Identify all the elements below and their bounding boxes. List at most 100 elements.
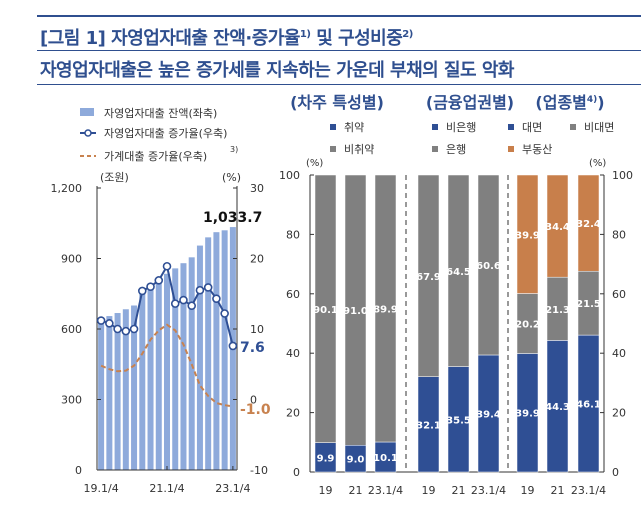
stack-segment-부동산 xyxy=(577,174,600,272)
group-title-sup: 4) xyxy=(587,95,597,105)
stack-x-tick-label: 23.1/4 xyxy=(471,484,506,497)
stack-right-tick-label: 80 xyxy=(612,228,626,241)
rate-point xyxy=(154,276,164,285)
legend-swatch-대면 xyxy=(508,124,514,130)
bar-balance xyxy=(188,257,195,470)
segment-value-label: 90.1 xyxy=(313,305,338,316)
rate-point xyxy=(195,285,205,295)
bar-balance xyxy=(196,245,203,470)
bar-balance xyxy=(221,230,228,470)
bar-balance xyxy=(164,273,170,470)
balance-last-label: 1,033.7 xyxy=(203,210,262,226)
bar-balance xyxy=(139,292,146,470)
rate-point xyxy=(179,295,188,305)
stack-x-tick-label: 19 xyxy=(319,484,333,497)
rate-point xyxy=(113,324,122,334)
segment-value-label: 44.3 xyxy=(545,402,570,413)
group-title-end: ) xyxy=(597,93,604,112)
legend-swatch-은행 xyxy=(432,146,438,152)
segment-value-label: 60.6 xyxy=(476,261,501,272)
legend-sup: 3) xyxy=(230,145,238,154)
right-axis-unit: (%) xyxy=(222,171,241,184)
legend-label: 은행 xyxy=(446,143,466,156)
rate-point xyxy=(228,341,238,351)
segment-value-label: 46.1 xyxy=(576,400,601,411)
stack-right-tick-label: 100 xyxy=(612,169,633,182)
stack-segment-은행 xyxy=(477,174,500,356)
segment-value-label: 35.5 xyxy=(446,415,471,426)
segment-value-label: 34.4 xyxy=(545,222,570,233)
bar-balance xyxy=(147,286,154,470)
x-tick-label: 19.1/4 xyxy=(84,482,119,495)
legend-label-household: 가계대출 증가율(우축) xyxy=(104,150,207,163)
legend-label: 비대면 xyxy=(584,121,614,134)
stack-x-tick-label: 19 xyxy=(521,484,535,497)
stack-right-tick-label: 0 xyxy=(612,466,619,479)
stack-right-tick-label: 20 xyxy=(612,407,626,420)
stack-left-tick-label: 20 xyxy=(286,407,300,420)
stack-left-tick-label: 60 xyxy=(286,288,300,301)
bar-balance xyxy=(205,237,212,470)
right-tick-label: 10 xyxy=(250,323,264,336)
figure-subtitle: 자영업자대출은 높은 증가세를 지속하는 가운데 부채의 질도 악화 xyxy=(40,60,514,81)
legend-swatch-비대면 xyxy=(570,124,576,130)
rate-point xyxy=(220,309,229,318)
left-axis-unit: (조원) xyxy=(100,171,129,184)
stack-x-tick-label: 23.1/4 xyxy=(368,484,403,497)
subtitle-rule xyxy=(37,84,641,85)
stack-segment-비취약 xyxy=(374,174,397,443)
stack-x-tick-label: 19 xyxy=(422,484,436,497)
legend-label-balance: 자영업자대출 잔액(좌축) xyxy=(104,107,217,120)
bar-balance xyxy=(114,313,121,470)
rate-point xyxy=(105,319,114,328)
rate-point xyxy=(170,299,180,308)
stack-x-tick-label: 21 xyxy=(349,484,363,497)
segment-value-label: 39.4 xyxy=(476,409,501,420)
legend-label: 취약 xyxy=(344,120,364,134)
legend-swatch-취약 xyxy=(330,124,336,130)
rate-point xyxy=(162,261,172,271)
segment-value-label: 20.2 xyxy=(515,320,540,331)
segment-value-label: 91.0 xyxy=(343,306,368,317)
right-tick-label: 20 xyxy=(250,253,264,266)
rate-last-label: 7.6 xyxy=(240,340,265,356)
group-title: (업종별4)) xyxy=(535,93,604,112)
left-tick-label: 0 xyxy=(75,464,82,477)
stack-right-tick-label: 40 xyxy=(612,347,626,360)
bar-balance xyxy=(172,268,179,470)
bar-balance xyxy=(106,316,113,470)
segment-value-label: 67.9 xyxy=(416,272,441,283)
stack-left-tick-label: 40 xyxy=(286,347,300,360)
segment-value-label: 9.0 xyxy=(347,455,365,466)
stack-left-unit: (%) xyxy=(306,158,323,169)
stack-right-tick-label: 60 xyxy=(612,288,626,301)
legend-label-rate: 자영업자대출 증가율(우축) xyxy=(104,127,227,140)
legend-label: 대면 xyxy=(522,121,542,134)
segment-value-label: 89.9 xyxy=(373,305,398,316)
right-tick-label: 0 xyxy=(250,394,257,407)
rate-point xyxy=(137,286,147,296)
stack-right-unit: (%) xyxy=(589,158,606,169)
legend-swatch-부동산 xyxy=(508,146,514,152)
stack-x-tick-label: 21 xyxy=(452,484,466,497)
household-last-label: -1.0 xyxy=(240,402,271,418)
segment-value-label: 9.9 xyxy=(317,453,335,464)
left-tick-label: 1,200 xyxy=(51,182,83,195)
right-tick-label: -10 xyxy=(250,464,268,477)
rate-point xyxy=(187,301,197,311)
group-title: (차주 특성별) xyxy=(290,93,384,112)
rate-point xyxy=(129,324,139,334)
left-tick-label: 600 xyxy=(61,323,82,336)
segment-value-label: 21.3 xyxy=(545,305,570,316)
legend-label: 비은행 xyxy=(446,121,476,134)
stack-x-tick-label: 23.1/4 xyxy=(571,484,606,497)
group-title: (금융업권별) xyxy=(426,93,514,112)
stack-segment-부동산 xyxy=(546,174,569,278)
stack-segment-은행 xyxy=(417,174,440,377)
stack-left-tick-label: 0 xyxy=(293,466,300,479)
segment-value-label: 32.4 xyxy=(576,219,601,230)
bar-balance xyxy=(180,263,187,470)
left-tick-label: 900 xyxy=(61,253,82,266)
legend-label: 비취약 xyxy=(344,142,374,156)
